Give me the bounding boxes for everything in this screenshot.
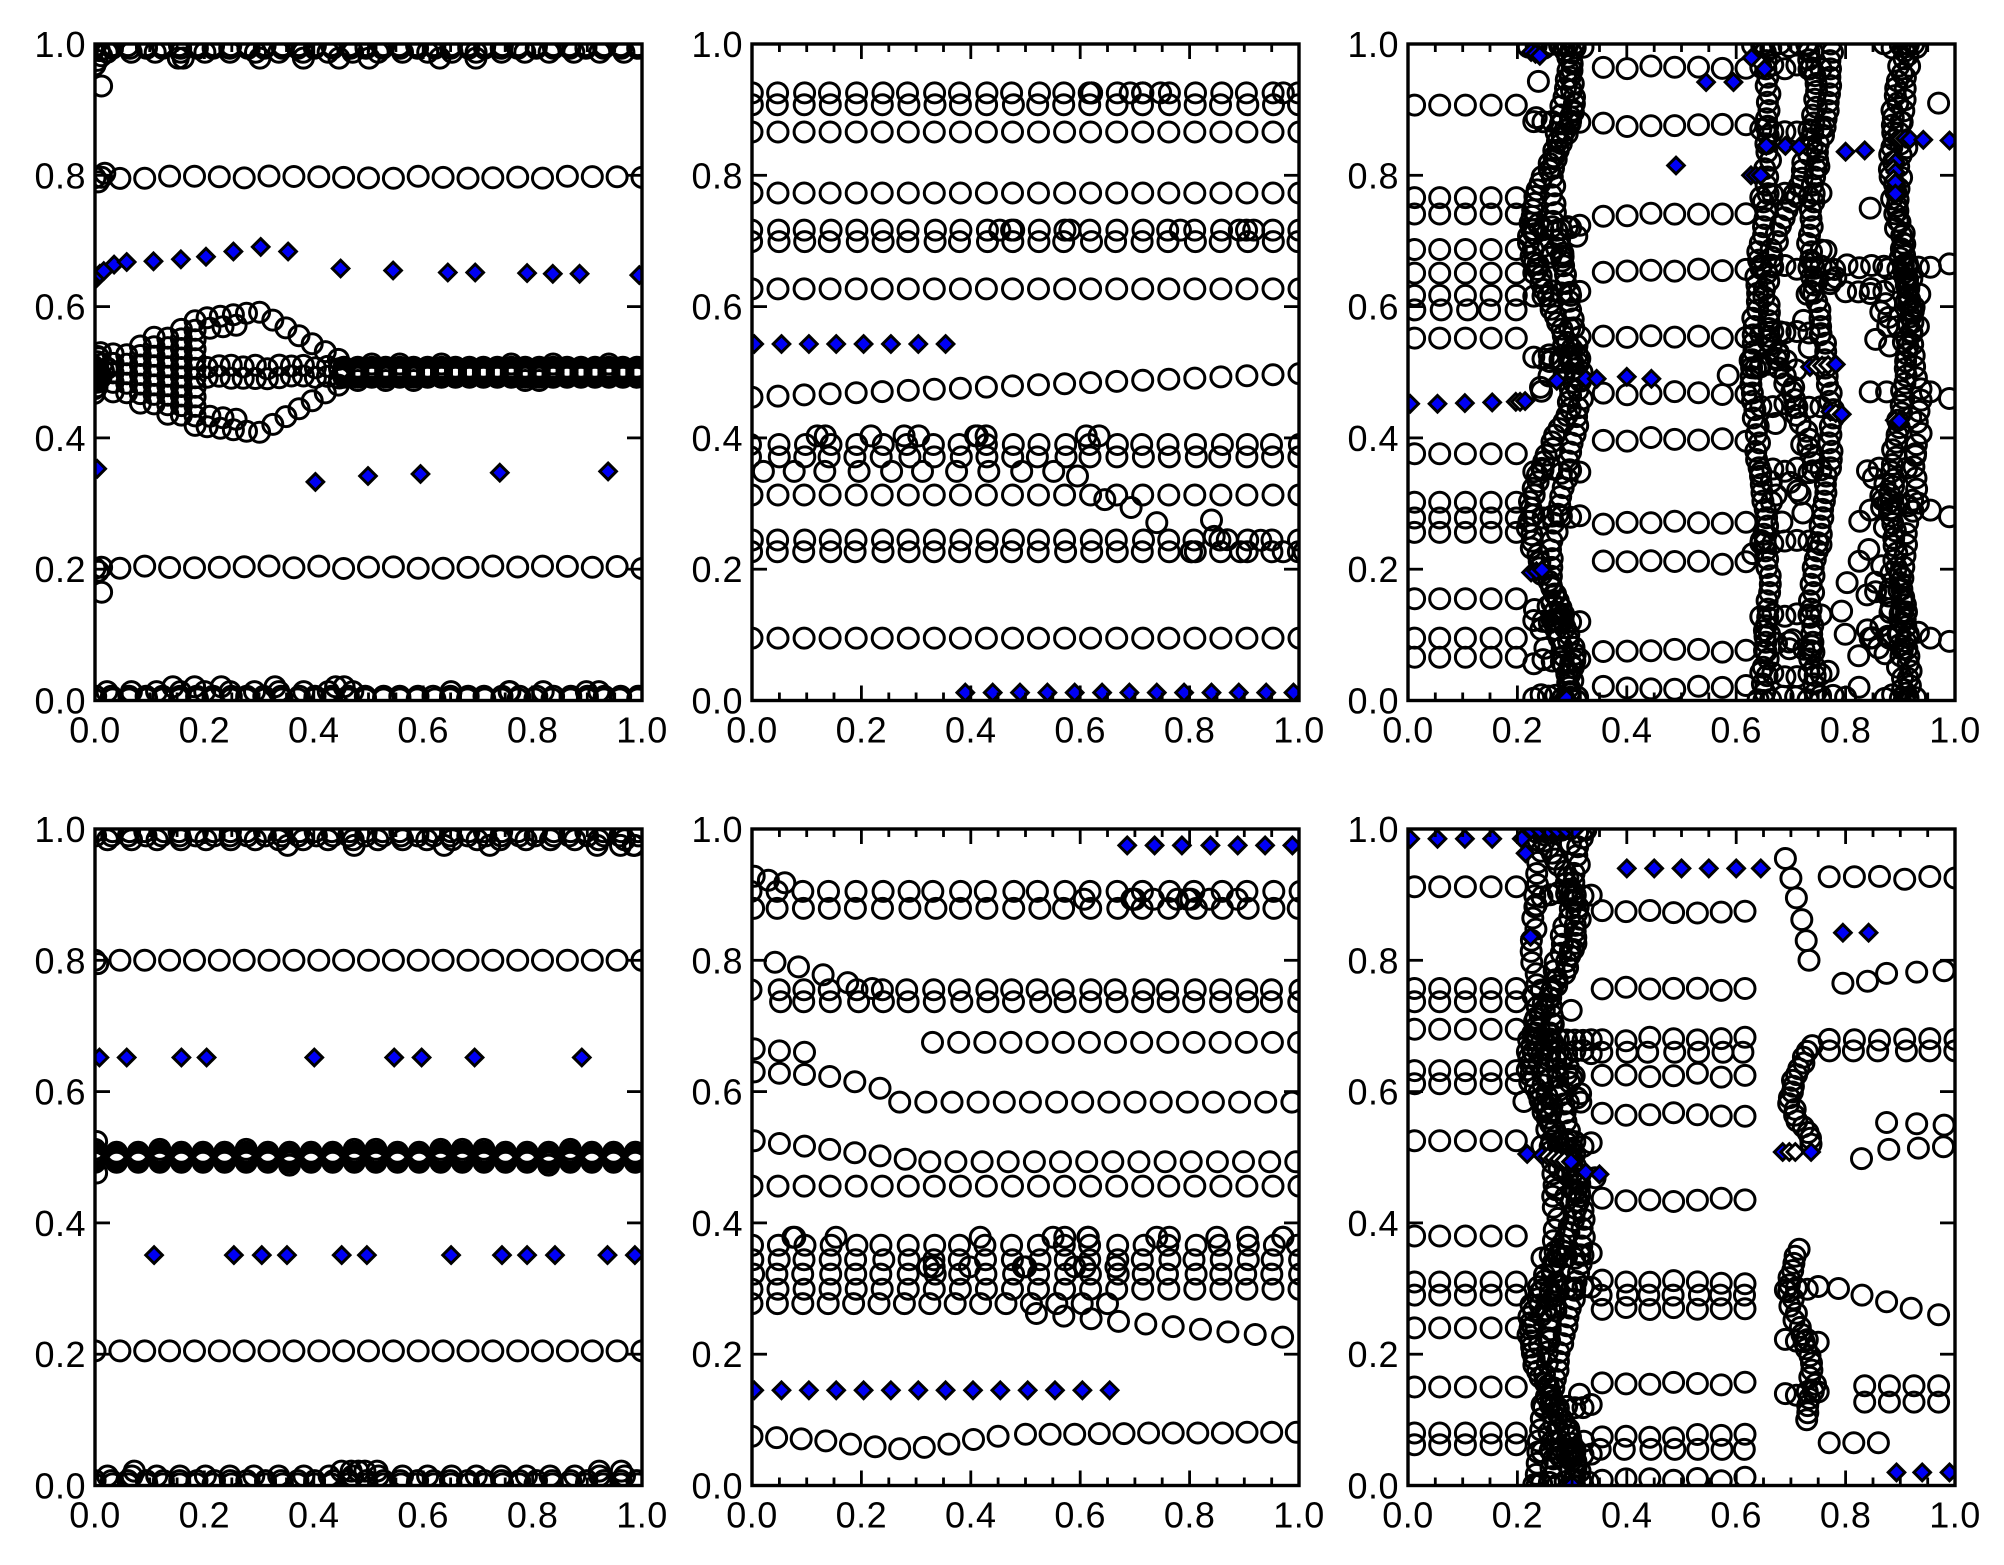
svg-text:0.8: 0.8 <box>1164 710 1216 751</box>
svg-text:0.2: 0.2 <box>1492 1495 1544 1536</box>
svg-text:1.0: 1.0 <box>34 809 86 850</box>
svg-text:1.0: 1.0 <box>1929 1495 1981 1536</box>
svg-text:0.6: 0.6 <box>397 710 449 751</box>
svg-text:1.0: 1.0 <box>616 1495 668 1536</box>
svg-text:0.8: 0.8 <box>691 155 743 196</box>
svg-text:0.8: 0.8 <box>1820 1495 1872 1536</box>
svg-text:1.0: 1.0 <box>1273 1495 1325 1536</box>
svg-text:0.8: 0.8 <box>691 940 743 981</box>
svg-text:0.6: 0.6 <box>1347 287 1399 328</box>
svg-text:0.6: 0.6 <box>1347 1072 1399 1113</box>
svg-text:0.4: 0.4 <box>1601 710 1653 751</box>
svg-text:0.8: 0.8 <box>34 155 86 196</box>
svg-text:0.2: 0.2 <box>691 1334 743 1375</box>
svg-text:0.0: 0.0 <box>726 1495 778 1536</box>
svg-text:0.4: 0.4 <box>34 1203 86 1244</box>
svg-text:0.2: 0.2 <box>836 710 888 751</box>
svg-text:1.0: 1.0 <box>1347 24 1399 65</box>
svg-text:0.6: 0.6 <box>691 287 743 328</box>
svg-text:0.2: 0.2 <box>179 710 231 751</box>
svg-text:0.0: 0.0 <box>1382 1495 1434 1536</box>
svg-text:0.8: 0.8 <box>34 940 86 981</box>
svg-text:0.2: 0.2 <box>34 1334 86 1375</box>
svg-text:0.4: 0.4 <box>691 418 743 459</box>
svg-text:1.0: 1.0 <box>34 24 86 65</box>
svg-text:0.4: 0.4 <box>945 710 997 751</box>
svg-text:0.0: 0.0 <box>69 1495 121 1536</box>
svg-text:0.4: 0.4 <box>691 1203 743 1244</box>
svg-text:0.4: 0.4 <box>288 710 340 751</box>
svg-text:0.6: 0.6 <box>691 1072 743 1113</box>
svg-text:0.0: 0.0 <box>34 681 86 722</box>
svg-text:0.4: 0.4 <box>1347 418 1399 459</box>
svg-text:0.4: 0.4 <box>1347 1203 1399 1244</box>
svg-text:1.0: 1.0 <box>691 809 743 850</box>
svg-text:0.0: 0.0 <box>1382 710 1434 751</box>
svg-text:1.0: 1.0 <box>616 710 668 751</box>
svg-text:0.0: 0.0 <box>1347 681 1399 722</box>
svg-text:0.4: 0.4 <box>34 418 86 459</box>
svg-text:0.0: 0.0 <box>1347 1466 1399 1507</box>
svg-text:0.8: 0.8 <box>507 710 559 751</box>
svg-text:0.2: 0.2 <box>34 549 86 590</box>
svg-text:0.4: 0.4 <box>288 1495 340 1536</box>
svg-text:0.2: 0.2 <box>691 549 743 590</box>
svg-text:0.6: 0.6 <box>34 287 86 328</box>
svg-text:0.6: 0.6 <box>1710 710 1762 751</box>
svg-text:0.0: 0.0 <box>34 1466 86 1507</box>
svg-text:0.8: 0.8 <box>1347 155 1399 196</box>
svg-text:1.0: 1.0 <box>1347 809 1399 850</box>
svg-text:0.0: 0.0 <box>691 1466 743 1507</box>
svg-text:0.0: 0.0 <box>726 710 778 751</box>
svg-text:0.6: 0.6 <box>34 1072 86 1113</box>
svg-text:0.8: 0.8 <box>507 1495 559 1536</box>
svg-text:0.0: 0.0 <box>69 710 121 751</box>
svg-text:0.6: 0.6 <box>1710 1495 1762 1536</box>
svg-text:0.4: 0.4 <box>1601 1495 1653 1536</box>
svg-text:0.8: 0.8 <box>1164 1495 1216 1536</box>
svg-text:0.2: 0.2 <box>1347 1334 1399 1375</box>
svg-text:0.8: 0.8 <box>1820 710 1872 751</box>
svg-text:0.2: 0.2 <box>1492 710 1544 751</box>
svg-text:0.2: 0.2 <box>836 1495 888 1536</box>
svg-text:1.0: 1.0 <box>1273 710 1325 751</box>
svg-text:0.2: 0.2 <box>179 1495 231 1536</box>
svg-text:1.0: 1.0 <box>691 24 743 65</box>
svg-text:1.0: 1.0 <box>1929 710 1981 751</box>
svg-text:0.6: 0.6 <box>1054 1495 1106 1536</box>
svg-text:0.8: 0.8 <box>1347 940 1399 981</box>
svg-text:0.6: 0.6 <box>397 1495 449 1536</box>
svg-text:0.6: 0.6 <box>1054 710 1106 751</box>
svg-text:0.4: 0.4 <box>945 1495 997 1536</box>
svg-text:0.0: 0.0 <box>691 681 743 722</box>
svg-text:0.2: 0.2 <box>1347 549 1399 590</box>
